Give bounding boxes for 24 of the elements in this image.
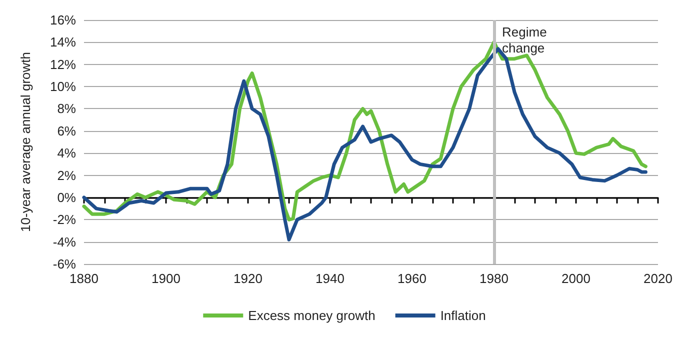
legend-label: Excess money growth <box>248 308 376 323</box>
y-tick-label: 10% <box>50 79 76 94</box>
ref-line-label: Regime change <box>502 24 550 56</box>
x-tick-label: 1880 <box>70 271 98 286</box>
y-tick-label: 2% <box>57 168 76 183</box>
x-tick-label: 1920 <box>234 271 262 286</box>
x-tick-label: 1940 <box>316 271 344 286</box>
y-tick-label: 4% <box>57 146 76 161</box>
y-tick-label: -2% <box>52 212 76 228</box>
y-tick-label: -4% <box>52 234 76 250</box>
x-tick-label: 1980 <box>480 271 508 286</box>
y-tick-label: 14% <box>50 34 76 50</box>
legend-label: Inflation <box>440 308 486 323</box>
y-tick-label: -6% <box>52 256 76 272</box>
x-tick-label: 1960 <box>398 271 426 286</box>
y-tick-label: 8% <box>57 101 76 116</box>
x-tick-label: 1900 <box>152 271 180 286</box>
x-tick-label: 2020 <box>644 271 672 286</box>
x-tick-label: 2000 <box>562 271 590 286</box>
y-tick-label: 12% <box>50 56 76 72</box>
y-tick-label: 0% <box>57 190 76 205</box>
y-axis-title: 10-year average annual growth <box>18 52 33 232</box>
y-tick-label: 16% <box>50 12 76 28</box>
y-tick-label: 6% <box>57 123 76 138</box>
